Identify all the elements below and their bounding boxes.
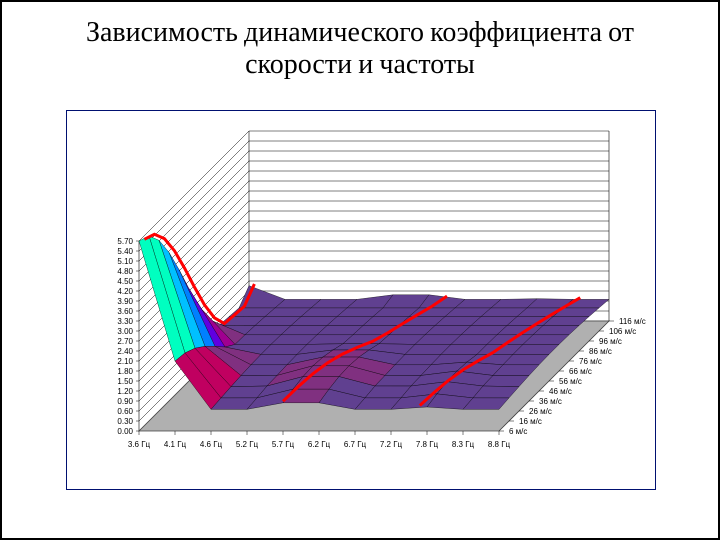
- slide-frame: Зависимость динамического коэффициента о…: [0, 0, 720, 540]
- slide-title: Зависимость динамического коэффициента о…: [2, 2, 718, 84]
- svg-text:0.30: 0.30: [117, 417, 133, 426]
- svg-text:5.40: 5.40: [117, 247, 133, 256]
- chart-svg: 0.000.300.600.901.201.501.802.102.402.70…: [67, 111, 655, 489]
- svg-text:8.3 Гц: 8.3 Гц: [452, 440, 475, 449]
- svg-text:76 м/с: 76 м/с: [579, 357, 602, 366]
- z-axis-ticks: 0.000.300.600.901.201.501.802.102.402.70…: [117, 237, 139, 436]
- svg-text:3.60: 3.60: [117, 307, 133, 316]
- svg-text:4.1 Гц: 4.1 Гц: [164, 440, 187, 449]
- svg-text:6 м/с: 6 м/с: [509, 427, 527, 436]
- svg-text:2.70: 2.70: [117, 337, 133, 346]
- svg-text:5.7 Гц: 5.7 Гц: [272, 440, 295, 449]
- svg-text:116 м/с: 116 м/с: [619, 317, 646, 326]
- svg-text:6.7 Гц: 6.7 Гц: [344, 440, 367, 449]
- svg-text:16 м/с: 16 м/с: [519, 417, 542, 426]
- svg-text:0.90: 0.90: [117, 397, 133, 406]
- svg-text:46 м/с: 46 м/с: [549, 387, 572, 396]
- svg-text:4.50: 4.50: [117, 277, 133, 286]
- svg-text:4.80: 4.80: [117, 267, 133, 276]
- svg-text:1.50: 1.50: [117, 377, 133, 386]
- svg-text:5.2 Гц: 5.2 Гц: [236, 440, 259, 449]
- svg-text:7.2 Гц: 7.2 Гц: [380, 440, 403, 449]
- svg-text:66 м/с: 66 м/с: [569, 367, 592, 376]
- svg-text:86 м/с: 86 м/с: [589, 347, 612, 356]
- svg-text:3.6 Гц: 3.6 Гц: [128, 440, 151, 449]
- svg-text:0.00: 0.00: [117, 427, 133, 436]
- svg-text:3.30: 3.30: [117, 317, 133, 326]
- svg-text:2.40: 2.40: [117, 347, 133, 356]
- svg-text:3.90: 3.90: [117, 297, 133, 306]
- svg-text:1.80: 1.80: [117, 367, 133, 376]
- svg-text:96 м/с: 96 м/с: [599, 337, 622, 346]
- svg-text:5.70: 5.70: [117, 237, 133, 246]
- svg-text:7.8 Гц: 7.8 Гц: [416, 440, 439, 449]
- svg-text:56 м/с: 56 м/с: [559, 377, 582, 386]
- svg-text:106 м/с: 106 м/с: [609, 327, 636, 336]
- svg-text:36 м/с: 36 м/с: [539, 397, 562, 406]
- svg-text:6.2 Гц: 6.2 Гц: [308, 440, 331, 449]
- svg-text:4.20: 4.20: [117, 287, 133, 296]
- svg-text:5.10: 5.10: [117, 257, 133, 266]
- svg-text:0.60: 0.60: [117, 407, 133, 416]
- svg-text:4.6 Гц: 4.6 Гц: [200, 440, 223, 449]
- svg-text:1.20: 1.20: [117, 387, 133, 396]
- chart-3d-surface: 0.000.300.600.901.201.501.802.102.402.70…: [66, 110, 656, 490]
- x-axis-ticks: 3.6 Гц 4.1 Гц 4.6 Гц 5.2 Гц 5.7 Гц 6.2 Гц 6.7 …: [128, 431, 511, 449]
- svg-text:3.00: 3.00: [117, 327, 133, 336]
- svg-text:26 м/с: 26 м/с: [529, 407, 552, 416]
- svg-text:2.10: 2.10: [117, 357, 133, 366]
- svg-text:8.8 Гц: 8.8 Гц: [488, 440, 511, 449]
